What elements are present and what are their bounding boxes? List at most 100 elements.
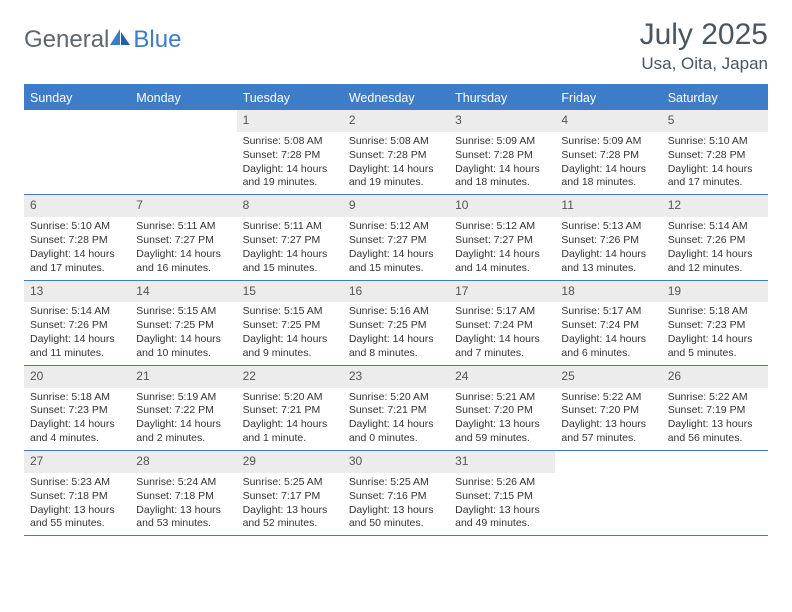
day-body: Sunrise: 5:15 AMSunset: 7:25 PMDaylight:…: [130, 302, 236, 364]
calendar-cell: 18Sunrise: 5:17 AMSunset: 7:24 PMDayligh…: [555, 281, 661, 365]
daylight-line: Daylight: 13 hours and 50 minutes.: [349, 504, 443, 532]
day-number: 16: [343, 281, 449, 303]
calendar-week: 27Sunrise: 5:23 AMSunset: 7:18 PMDayligh…: [24, 451, 768, 536]
daylight-line: Daylight: 13 hours and 53 minutes.: [136, 504, 230, 532]
day-number: 5: [662, 110, 768, 132]
sunrise-line: Sunrise: 5:09 AM: [455, 135, 549, 149]
daylight-line: Daylight: 14 hours and 19 minutes.: [243, 163, 337, 191]
daylight-line: Daylight: 14 hours and 6 minutes.: [561, 333, 655, 361]
day-body: Sunrise: 5:14 AMSunset: 7:26 PMDaylight:…: [662, 217, 768, 279]
day-body: Sunrise: 5:15 AMSunset: 7:25 PMDaylight:…: [237, 302, 343, 364]
daylight-line: Daylight: 14 hours and 1 minute.: [243, 418, 337, 446]
daylight-line: Daylight: 14 hours and 0 minutes.: [349, 418, 443, 446]
calendar-cell: 29Sunrise: 5:25 AMSunset: 7:17 PMDayligh…: [237, 451, 343, 535]
day-number: 6: [24, 195, 130, 217]
day-number: 28: [130, 451, 236, 473]
day-number: 29: [237, 451, 343, 473]
sunrise-line: Sunrise: 5:26 AM: [455, 476, 549, 490]
sunset-line: Sunset: 7:26 PM: [561, 234, 655, 248]
daylight-line: Daylight: 14 hours and 11 minutes.: [30, 333, 124, 361]
sunset-line: Sunset: 7:17 PM: [243, 490, 337, 504]
sunset-line: Sunset: 7:20 PM: [561, 404, 655, 418]
weekday-label: Tuesday: [237, 86, 343, 110]
day-body: Sunrise: 5:18 AMSunset: 7:23 PMDaylight:…: [662, 302, 768, 364]
sunset-line: Sunset: 7:21 PM: [349, 404, 443, 418]
sunrise-line: Sunrise: 5:24 AM: [136, 476, 230, 490]
day-number: 13: [24, 281, 130, 303]
day-body: Sunrise: 5:16 AMSunset: 7:25 PMDaylight:…: [343, 302, 449, 364]
day-body: Sunrise: 5:13 AMSunset: 7:26 PMDaylight:…: [555, 217, 661, 279]
calendar-cell: 25Sunrise: 5:22 AMSunset: 7:20 PMDayligh…: [555, 366, 661, 450]
calendar-cell: 9Sunrise: 5:12 AMSunset: 7:27 PMDaylight…: [343, 195, 449, 279]
calendar-cell: 27Sunrise: 5:23 AMSunset: 7:18 PMDayligh…: [24, 451, 130, 535]
calendar-cell: [662, 451, 768, 535]
daylight-line: Daylight: 14 hours and 12 minutes.: [668, 248, 762, 276]
weekday-label: Saturday: [662, 86, 768, 110]
sunrise-line: Sunrise: 5:20 AM: [243, 391, 337, 405]
daylight-line: Daylight: 14 hours and 4 minutes.: [30, 418, 124, 446]
day-body: Sunrise: 5:21 AMSunset: 7:20 PMDaylight:…: [449, 388, 555, 450]
day-number: 11: [555, 195, 661, 217]
calendar: SundayMondayTuesdayWednesdayThursdayFrid…: [24, 84, 768, 536]
location-text: Usa, Oita, Japan: [640, 54, 768, 74]
day-body: Sunrise: 5:20 AMSunset: 7:21 PMDaylight:…: [343, 388, 449, 450]
logo: General Blue: [24, 18, 181, 54]
daylight-line: Daylight: 14 hours and 5 minutes.: [668, 333, 762, 361]
calendar-cell: 8Sunrise: 5:11 AMSunset: 7:27 PMDaylight…: [237, 195, 343, 279]
weekday-header: SundayMondayTuesdayWednesdayThursdayFrid…: [24, 86, 768, 110]
day-number: 15: [237, 281, 343, 303]
calendar-week: 13Sunrise: 5:14 AMSunset: 7:26 PMDayligh…: [24, 281, 768, 366]
calendar-cell: 7Sunrise: 5:11 AMSunset: 7:27 PMDaylight…: [130, 195, 236, 279]
day-number: 1: [237, 110, 343, 132]
daylight-line: Daylight: 14 hours and 2 minutes.: [136, 418, 230, 446]
logo-sail-icon: [109, 28, 131, 46]
day-body: Sunrise: 5:11 AMSunset: 7:27 PMDaylight:…: [237, 217, 343, 279]
day-number: 27: [24, 451, 130, 473]
sunset-line: Sunset: 7:24 PM: [455, 319, 549, 333]
weekday-label: Friday: [555, 86, 661, 110]
calendar-week: 6Sunrise: 5:10 AMSunset: 7:28 PMDaylight…: [24, 195, 768, 280]
sunrise-line: Sunrise: 5:12 AM: [455, 220, 549, 234]
calendar-cell: 15Sunrise: 5:15 AMSunset: 7:25 PMDayligh…: [237, 281, 343, 365]
logo-text-blue: Blue: [133, 26, 181, 54]
weekday-label: Sunday: [24, 86, 130, 110]
daylight-line: Daylight: 14 hours and 15 minutes.: [349, 248, 443, 276]
sunset-line: Sunset: 7:27 PM: [349, 234, 443, 248]
day-number: 21: [130, 366, 236, 388]
daylight-line: Daylight: 14 hours and 8 minutes.: [349, 333, 443, 361]
daylight-line: Daylight: 14 hours and 13 minutes.: [561, 248, 655, 276]
daylight-line: Daylight: 13 hours and 59 minutes.: [455, 418, 549, 446]
sunrise-line: Sunrise: 5:09 AM: [561, 135, 655, 149]
sunset-line: Sunset: 7:25 PM: [349, 319, 443, 333]
sunrise-line: Sunrise: 5:25 AM: [349, 476, 443, 490]
calendar-cell: 16Sunrise: 5:16 AMSunset: 7:25 PMDayligh…: [343, 281, 449, 365]
day-body: Sunrise: 5:12 AMSunset: 7:27 PMDaylight:…: [343, 217, 449, 279]
sunrise-line: Sunrise: 5:11 AM: [136, 220, 230, 234]
sunrise-line: Sunrise: 5:19 AM: [136, 391, 230, 405]
sunrise-line: Sunrise: 5:18 AM: [30, 391, 124, 405]
day-number: 20: [24, 366, 130, 388]
day-body: Sunrise: 5:14 AMSunset: 7:26 PMDaylight:…: [24, 302, 130, 364]
calendar-cell: [130, 110, 236, 194]
sunrise-line: Sunrise: 5:10 AM: [668, 135, 762, 149]
calendar-cell: 26Sunrise: 5:22 AMSunset: 7:19 PMDayligh…: [662, 366, 768, 450]
calendar-cell: 12Sunrise: 5:14 AMSunset: 7:26 PMDayligh…: [662, 195, 768, 279]
sunset-line: Sunset: 7:27 PM: [136, 234, 230, 248]
sunset-line: Sunset: 7:25 PM: [243, 319, 337, 333]
calendar-cell: [555, 451, 661, 535]
day-number: 4: [555, 110, 661, 132]
day-number: 25: [555, 366, 661, 388]
calendar-cell: 6Sunrise: 5:10 AMSunset: 7:28 PMDaylight…: [24, 195, 130, 279]
sunset-line: Sunset: 7:27 PM: [455, 234, 549, 248]
day-body: Sunrise: 5:10 AMSunset: 7:28 PMDaylight:…: [662, 132, 768, 194]
day-number: 17: [449, 281, 555, 303]
sunrise-line: Sunrise: 5:25 AM: [243, 476, 337, 490]
daylight-line: Daylight: 14 hours and 16 minutes.: [136, 248, 230, 276]
day-body: Sunrise: 5:25 AMSunset: 7:16 PMDaylight:…: [343, 473, 449, 535]
calendar-cell: 11Sunrise: 5:13 AMSunset: 7:26 PMDayligh…: [555, 195, 661, 279]
day-body: Sunrise: 5:24 AMSunset: 7:18 PMDaylight:…: [130, 473, 236, 535]
day-number: 22: [237, 366, 343, 388]
calendar-week: 20Sunrise: 5:18 AMSunset: 7:23 PMDayligh…: [24, 366, 768, 451]
sunrise-line: Sunrise: 5:08 AM: [349, 135, 443, 149]
sunrise-line: Sunrise: 5:17 AM: [561, 305, 655, 319]
